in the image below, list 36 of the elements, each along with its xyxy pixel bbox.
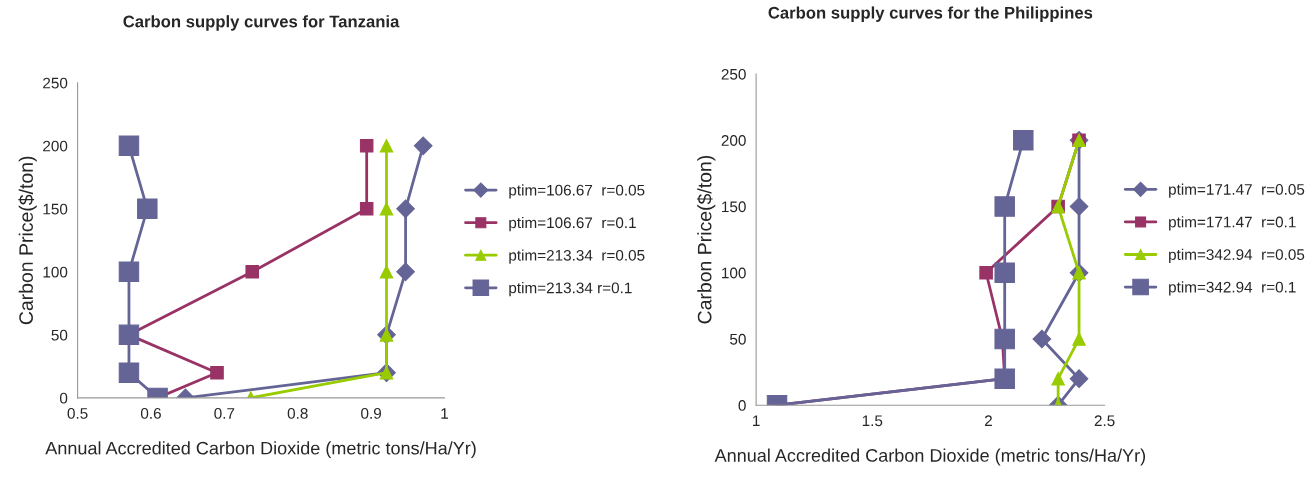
y-tick-label: 250: [721, 68, 746, 80]
y-tick-label: 200: [721, 135, 746, 146]
legend-label: ptim=213.34 r=0.05: [509, 249, 645, 264]
x-tick-label: 0.5: [67, 408, 88, 419]
x-tick-label: 0.8: [287, 408, 308, 419]
x-tick-label: 2.5: [1094, 415, 1115, 427]
y-tick-label: 150: [722, 201, 746, 213]
x-tick-label: 1: [753, 415, 760, 426]
legend-label: ptim=106.67 r=0.05: [509, 184, 645, 199]
legend-label: ptim=213.34 r=0.1: [509, 282, 632, 297]
x-tick-label: 0.9: [361, 408, 381, 419]
legend-label: ptim=171.47 r=0.05: [1169, 183, 1305, 198]
y-tick-label: 100: [722, 267, 746, 279]
x-axis-title: Annual Accredited Carbon Dioxide (metric tons/Ha/Yr): [45, 441, 476, 459]
y-tick-label: 0: [738, 400, 746, 411]
y-tick-label: 150: [43, 203, 68, 215]
x-tick-label: 0.6: [140, 408, 161, 419]
chart-title: Carbon supply curves for Tanzania: [123, 15, 400, 31]
x-axis-title: Annual Accredited Carbon Dioxide (metric tons/Ha/Yr): [714, 448, 1146, 466]
legend-label: ptim=106.67 r=0.1: [509, 216, 636, 232]
x-tick-label: 1: [441, 408, 448, 419]
y-tick-label: 50: [51, 329, 68, 341]
y-axis-title: Carbon Price($/ton): [18, 156, 37, 325]
y-tick-label: 200: [43, 140, 68, 152]
chart-title: Carbon supply curves for the Philippines: [768, 6, 1093, 22]
legend-label: ptim=171.47 r=0.1: [1169, 216, 1296, 231]
y-tick-label: 0: [59, 392, 68, 404]
y-axis-title: Carbon Price($/ton): [696, 155, 716, 324]
y-tick-label: 50: [730, 333, 746, 345]
legend-label: ptim=342.94 r=0.05: [1169, 248, 1305, 264]
legend-label: ptim=342.94 r=0.1: [1169, 281, 1296, 296]
x-tick-label: 0.7: [214, 408, 235, 419]
y-tick-label: 250: [43, 77, 68, 89]
x-tick-label: 2: [984, 415, 992, 426]
x-tick-label: 1.5: [862, 415, 883, 427]
y-tick-label: 100: [43, 266, 68, 278]
